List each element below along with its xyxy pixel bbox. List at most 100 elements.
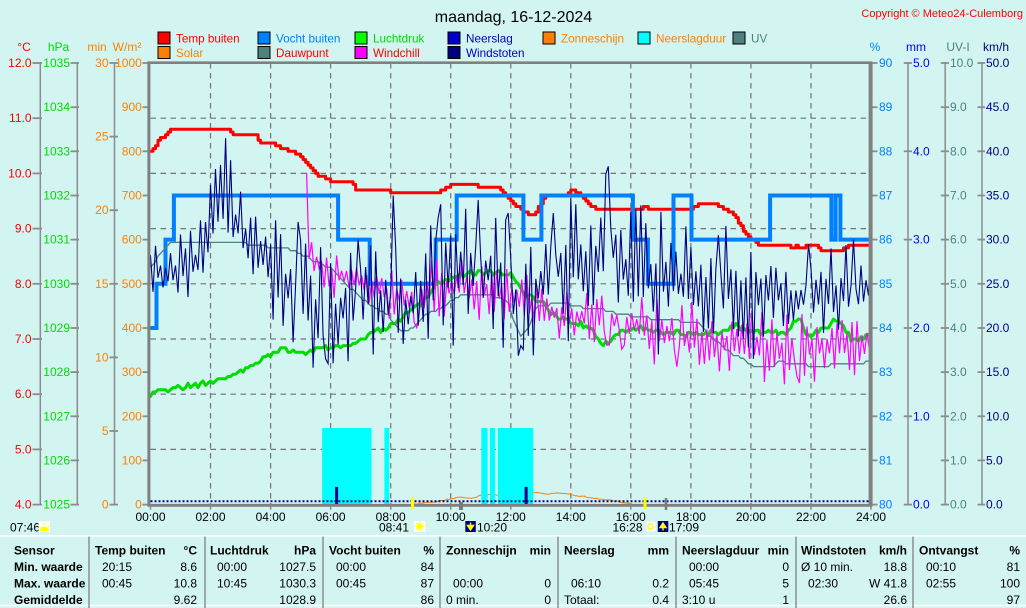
svg-text:11.0: 11.0: [9, 111, 32, 125]
svg-text:Totaal:: Totaal:: [564, 593, 599, 607]
svg-text:15.0: 15.0: [986, 365, 1010, 379]
svg-text:W/m²: W/m²: [113, 40, 142, 54]
svg-text:Copyright © Meteo24-Culemborg: Copyright © Meteo24-Culemborg: [861, 8, 1023, 20]
svg-text:1027.5: 1027.5: [279, 560, 316, 574]
svg-text:8.6: 8.6: [180, 560, 197, 574]
svg-text:W 41.8: W 41.8: [869, 577, 907, 591]
svg-text:86: 86: [879, 233, 893, 247]
svg-text:min: min: [768, 544, 789, 558]
svg-text:1025: 1025: [43, 498, 70, 512]
svg-text:80: 80: [879, 498, 893, 512]
svg-text:1000: 1000: [115, 56, 142, 70]
svg-text:12:00: 12:00: [496, 510, 526, 524]
svg-text:4.0: 4.0: [950, 321, 967, 335]
svg-text:Ø 10 min.: Ø 10 min.: [801, 560, 853, 574]
svg-text:9.0: 9.0: [15, 222, 32, 236]
svg-text:Zonneschijn: Zonneschijn: [446, 544, 517, 558]
svg-text:Gemiddelde: Gemiddelde: [14, 593, 83, 607]
svg-text:0 min.: 0 min.: [446, 593, 479, 607]
svg-text:UV: UV: [751, 33, 767, 46]
svg-text:02:55: 02:55: [926, 577, 956, 591]
svg-text:0: 0: [544, 593, 551, 607]
svg-text:10.0: 10.0: [950, 56, 974, 70]
svg-text:07:46: 07:46: [10, 521, 40, 535]
svg-text:81: 81: [879, 453, 893, 467]
svg-text:Luchtdruk: Luchtdruk: [210, 544, 269, 558]
svg-text:Solar: Solar: [176, 47, 203, 60]
svg-text:300: 300: [122, 365, 142, 379]
svg-text:mm: mm: [648, 544, 669, 558]
svg-text:87: 87: [879, 189, 893, 203]
svg-text:02:00: 02:00: [195, 510, 225, 524]
svg-text:100: 100: [122, 453, 142, 467]
svg-text:0: 0: [782, 560, 789, 574]
svg-text:1034: 1034: [43, 100, 70, 114]
svg-text:9.0: 9.0: [950, 100, 967, 114]
svg-text:6.0: 6.0: [950, 233, 967, 247]
svg-text:1030: 1030: [43, 277, 70, 291]
svg-text:0: 0: [544, 577, 551, 591]
svg-text:10:20: 10:20: [477, 521, 507, 535]
svg-text:20: 20: [95, 203, 109, 217]
svg-text:18:00: 18:00: [676, 510, 706, 524]
svg-text:%: %: [423, 544, 434, 558]
svg-text:Windstoten: Windstoten: [801, 544, 866, 558]
svg-text:Neerslag: Neerslag: [466, 33, 513, 46]
svg-text:5: 5: [782, 577, 789, 591]
svg-text:Ontvangst: Ontvangst: [919, 544, 978, 558]
svg-text:8.0: 8.0: [15, 277, 32, 291]
svg-text:14:00: 14:00: [556, 510, 586, 524]
svg-text:min: min: [530, 544, 551, 558]
svg-text:Zonneschijn: Zonneschijn: [561, 33, 624, 46]
svg-text:1.0: 1.0: [950, 453, 967, 467]
svg-text:2.0: 2.0: [950, 409, 967, 423]
svg-text:km/h: km/h: [983, 40, 1009, 54]
svg-text:km/h: km/h: [879, 544, 907, 558]
svg-text:00:45: 00:45: [102, 577, 132, 591]
svg-text:00:00: 00:00: [135, 510, 165, 524]
svg-text:18.8: 18.8: [884, 560, 908, 574]
svg-text:1028.9: 1028.9: [279, 593, 316, 607]
svg-text:°C: °C: [184, 544, 198, 558]
svg-text:12.0: 12.0: [8, 56, 32, 70]
svg-text:mm: mm: [906, 40, 926, 54]
svg-text:6.0: 6.0: [15, 387, 32, 401]
svg-text:1032: 1032: [43, 189, 70, 203]
svg-text:3:10 u: 3:10 u: [682, 593, 715, 607]
svg-text:24:00: 24:00: [856, 510, 886, 524]
svg-text:900: 900: [122, 100, 142, 114]
svg-text:Luchtdruk: Luchtdruk: [373, 33, 424, 46]
svg-text:700: 700: [122, 189, 142, 203]
svg-text:04:00: 04:00: [256, 510, 286, 524]
svg-text:Sensor: Sensor: [14, 544, 55, 558]
svg-text:Temp buiten: Temp buiten: [95, 544, 165, 558]
svg-text:400: 400: [122, 321, 142, 335]
svg-text:maandag, 16-12-2024: maandag, 16-12-2024: [435, 9, 593, 26]
svg-text:20.0: 20.0: [986, 321, 1010, 335]
svg-text:1026: 1026: [43, 453, 70, 467]
svg-text:45.0: 45.0: [986, 100, 1010, 114]
svg-text:1033: 1033: [43, 144, 70, 158]
svg-text:1029: 1029: [43, 321, 70, 335]
svg-text:86: 86: [421, 593, 435, 607]
svg-text:Windstoten: Windstoten: [466, 47, 524, 60]
svg-text:89: 89: [879, 100, 893, 114]
svg-text:08:41: 08:41: [379, 521, 409, 535]
svg-text:Vocht buiten: Vocht buiten: [276, 33, 340, 46]
svg-text:800: 800: [122, 144, 142, 158]
svg-text:0.0: 0.0: [950, 498, 967, 512]
svg-text:min: min: [87, 40, 106, 54]
svg-text:200: 200: [122, 409, 142, 423]
svg-text:00:00: 00:00: [336, 560, 366, 574]
svg-text:Windchill: Windchill: [373, 47, 420, 60]
svg-text:90: 90: [879, 56, 893, 70]
svg-text:84: 84: [421, 560, 435, 574]
svg-text:1030.3: 1030.3: [279, 577, 316, 591]
svg-text:Dauwpunt: Dauwpunt: [276, 47, 329, 60]
svg-text:00:00: 00:00: [689, 560, 719, 574]
svg-text:hPa: hPa: [294, 544, 316, 558]
svg-text:15: 15: [95, 277, 109, 291]
svg-text:9.62: 9.62: [174, 593, 198, 607]
svg-text:30.0: 30.0: [986, 233, 1010, 247]
svg-text:10.0: 10.0: [986, 409, 1010, 423]
